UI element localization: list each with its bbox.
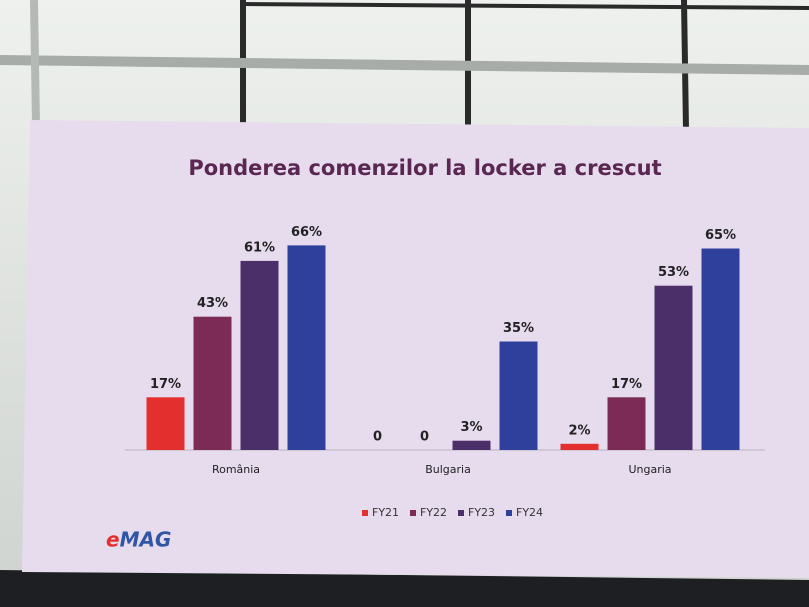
legend-swatch [458, 510, 464, 516]
value-label: 17% [150, 377, 181, 392]
bar [654, 285, 693, 450]
legend-swatch [506, 510, 512, 516]
value-label: 61% [244, 240, 275, 255]
bar [193, 316, 232, 450]
value-label: 66% [291, 225, 322, 240]
value-label: 17% [611, 377, 642, 392]
chart-title: Ponderea comenzilor la locker a crescut [188, 156, 661, 180]
legend-label: FY21 [372, 506, 399, 519]
value-label: 65% [705, 228, 736, 243]
legend-label: FY24 [516, 506, 543, 519]
legend-label: FY23 [468, 506, 495, 519]
x-tick-label: Ungaria [628, 463, 671, 476]
x-tick-label: România [212, 463, 260, 476]
value-label: 43% [197, 296, 228, 311]
bar [499, 341, 538, 450]
stage [0, 570, 809, 607]
bar [560, 443, 599, 450]
bar [146, 397, 185, 450]
value-label: 0 [373, 430, 382, 445]
window-frames [0, 0, 809, 131]
bar [287, 245, 326, 450]
value-label: 3% [460, 420, 482, 435]
screen [22, 120, 809, 578]
brand-logo: eMAG [106, 528, 171, 552]
legend-label: FY22 [420, 506, 447, 519]
value-label: 0 [420, 430, 429, 445]
bar [240, 260, 279, 450]
bar [452, 440, 491, 450]
x-tick-label: Bulgaria [425, 463, 471, 476]
value-label: 35% [503, 321, 534, 336]
legend-swatch [362, 510, 368, 516]
legend-swatch [410, 510, 416, 516]
value-label: 53% [658, 265, 689, 280]
bar [701, 248, 740, 450]
bar [607, 397, 646, 450]
value-label: 2% [568, 423, 590, 438]
